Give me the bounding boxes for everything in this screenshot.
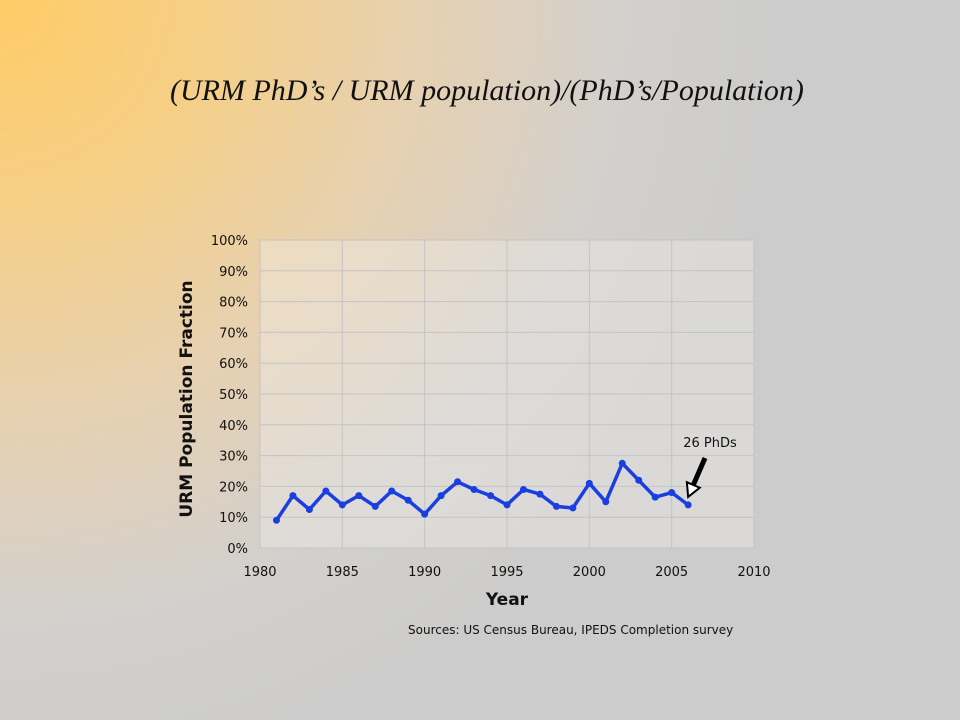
data-point [289, 492, 297, 500]
data-point [404, 496, 412, 504]
data-point [536, 490, 544, 498]
x-tick-label: 1980 [243, 565, 276, 580]
data-point [305, 506, 313, 513]
x-tick-label: 2000 [573, 565, 606, 580]
data-point [503, 501, 511, 509]
y-tick-label: 50% [219, 388, 248, 403]
data-point [552, 502, 560, 510]
x-tick-label: 1985 [326, 565, 359, 580]
y-tick-label: 70% [219, 326, 248, 341]
data-point [322, 487, 330, 495]
annotation-arrow [685, 457, 708, 499]
data-point [388, 487, 396, 495]
data-point [470, 485, 478, 493]
data-point [602, 498, 610, 506]
data-point [371, 502, 379, 510]
series-layer [272, 459, 692, 524]
annotation-label: 26 PhDs [683, 436, 737, 451]
data-point [585, 479, 593, 487]
x-tick-label: 2005 [655, 565, 688, 580]
y-tick-label: 80% [219, 296, 248, 311]
annotation-arrow-head [685, 480, 702, 499]
x-tick-label: 1990 [408, 565, 441, 580]
data-point [651, 493, 659, 501]
source-note: Sources: US Census Bureau, IPEDS Complet… [408, 623, 733, 637]
data-point [487, 492, 495, 500]
y-tick-label: 10% [219, 511, 248, 526]
y-tick-label: 40% [219, 419, 248, 434]
data-point [635, 476, 643, 484]
data-point [684, 501, 692, 509]
x-tick-label: 1995 [490, 565, 523, 580]
slide-title: (URM PhD’s / URM population)/(PhD’s/Popu… [170, 74, 804, 107]
y-axis-title: URM Population Fraction [177, 280, 197, 517]
data-point [272, 516, 280, 524]
data-point [454, 478, 462, 486]
x-axis-title: Year [485, 590, 529, 610]
data-point [618, 459, 626, 467]
data-point [668, 489, 676, 497]
grid-lines [259, 239, 755, 549]
y-tick-label: 60% [219, 357, 248, 372]
tick-labels: 0% 10% 20% 30% 40% 50% 60% 70% 80% 90% 100% 1980 198… [211, 234, 771, 580]
x-tick-label: 2010 [737, 565, 770, 580]
y-tick-label: 30% [219, 450, 248, 465]
data-point [421, 510, 429, 518]
data-point [519, 485, 527, 493]
y-tick-label: 0% [227, 542, 248, 557]
data-point [338, 501, 346, 509]
y-tick-label: 90% [219, 265, 248, 280]
data-point [569, 504, 577, 512]
y-tick-label: 20% [219, 480, 248, 495]
annotation-arrow-shaft [691, 457, 708, 486]
y-tick-label: 100% [211, 234, 248, 249]
data-point [437, 492, 445, 500]
data-point [355, 492, 363, 500]
